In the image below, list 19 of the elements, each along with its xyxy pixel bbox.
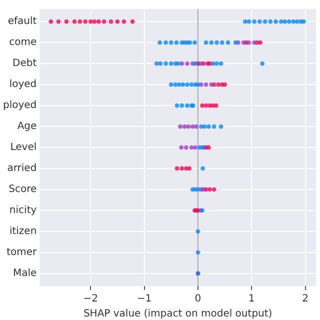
y-tick-label: Score	[8, 184, 37, 196]
x-tick-label: 1	[248, 294, 255, 305]
y-tick-label: nicity	[9, 205, 37, 216]
x-axis-title: SHAP value (impact on model output)	[83, 308, 272, 320]
y-tick-label: Age	[17, 121, 37, 132]
x-tick-label: −1	[136, 294, 152, 305]
x-tick-label: 2	[302, 294, 308, 305]
y-tick-label: ployed	[2, 100, 37, 112]
y-tick-label: loyed	[9, 79, 37, 90]
y-tick-label: itizen	[9, 226, 37, 238]
y-tick-label: Debt	[12, 58, 37, 70]
x-tick-label: 0	[194, 294, 202, 305]
y-tick-label: Level	[10, 142, 37, 154]
y-tick-label: come	[9, 37, 37, 48]
y-tick-label: tomer	[6, 247, 38, 258]
y-tick-label: arried	[7, 163, 37, 174]
y-tick-label: Male	[12, 268, 37, 280]
y-tick-label: efault	[8, 16, 37, 28]
x-tick-label: −2	[83, 294, 98, 305]
